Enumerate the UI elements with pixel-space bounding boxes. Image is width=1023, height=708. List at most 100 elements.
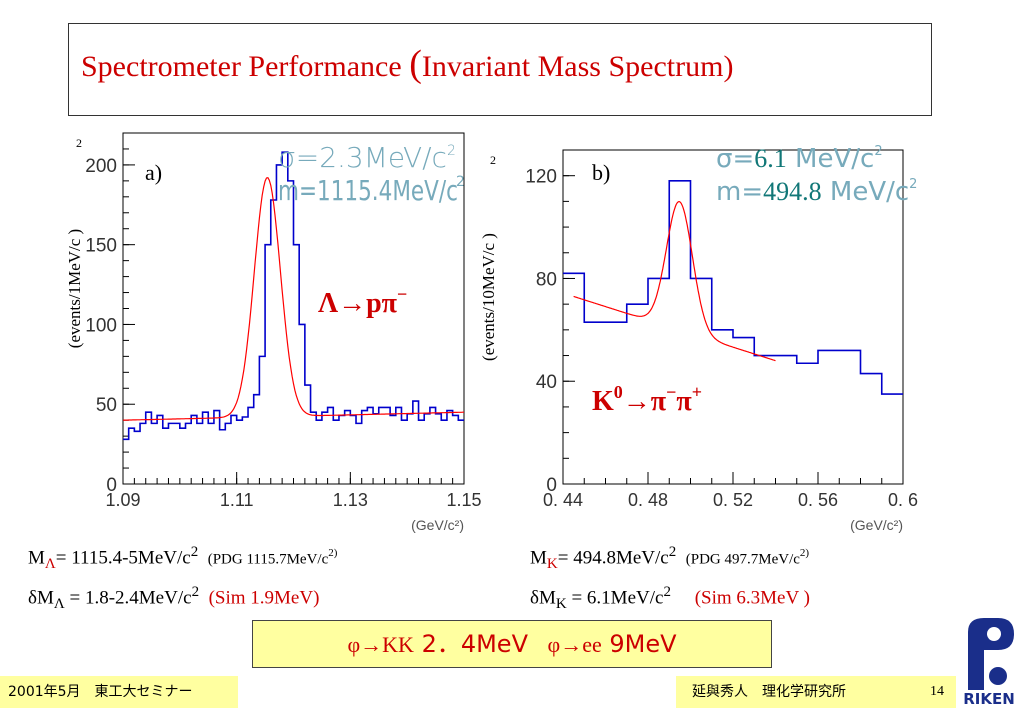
k-pdg-sup: 2) <box>799 547 810 559</box>
k-mass-prefix: M <box>530 547 547 569</box>
fit-curve <box>573 200 776 362</box>
sigma-value: 6.1 <box>754 144 787 173</box>
x-tick-label: 0. 48 <box>628 490 668 510</box>
y-tick-label: 150 <box>85 236 117 257</box>
phi-ee-value: 9MeV <box>601 630 677 658</box>
x-tick-label: 1.15 <box>446 490 481 510</box>
sigma-sup: 2 <box>874 144 882 159</box>
y-axis-label-sup: 2 <box>76 136 82 150</box>
mass-label: m=494.8 MeV/c2 <box>716 177 917 207</box>
lambda-mass-prefix: M <box>28 547 45 569</box>
reaction-pi-minus: − <box>666 382 676 402</box>
sigma-prefix: σ= <box>716 144 754 174</box>
lambda-pdg-sup: 2) <box>328 547 338 559</box>
sigma-label: σ=2.3MeV/c2 <box>278 141 456 174</box>
x-tick-label: 0. 52 <box>713 490 753 510</box>
reaction-k: K <box>592 386 614 417</box>
title-paren-open: ( <box>409 43 422 85</box>
y-axis-label-text: (events/1MeV/c ) <box>65 229 84 348</box>
reaction-arrow-pi: →π <box>623 386 667 417</box>
title-box: Spectrometer Performance (Invariant Mass… <box>68 23 932 116</box>
footer-author: 延與秀人 理化学研究所 14 <box>676 676 956 708</box>
y-axis-label-text: (events/10MeV/c ) <box>479 233 498 361</box>
y-axis-label: (events/1MeV/c ) <box>65 229 84 348</box>
chart-k0: 0. 44 0. 48 0. 52 0. 56 0. 6 0 40 80 120 b) (GeV/c… <box>479 144 918 533</box>
reaction-label: K0→π−π+ <box>592 382 702 417</box>
y-tick-label: 50 <box>96 395 117 416</box>
y-axis-label-sup: 2 <box>490 153 496 167</box>
logo-text: RIKEN <box>963 690 1015 708</box>
k-mass-sub: K <box>546 556 558 573</box>
k-dm-sub: K <box>555 596 567 613</box>
reaction-pi: π <box>676 386 692 417</box>
x-axis-label: (GeV/c²) <box>411 517 464 533</box>
reaction-pi-plus: + <box>692 382 702 402</box>
x-axis-label: (GeV/c²) <box>850 517 903 533</box>
x-tick-label: 0. 56 <box>798 490 838 510</box>
x-tick-label: 1.09 <box>105 490 140 510</box>
lambda-sim: (Sim 1.9MeV) <box>208 587 320 609</box>
reaction-text: Λ→pπ <box>318 288 398 319</box>
sigma-unit: MeV/c <box>787 144 875 174</box>
panel-label: b) <box>592 160 610 185</box>
mass-label: m=1115.4MeV/c <box>278 174 458 207</box>
histogram-line <box>123 151 464 441</box>
lambda-dm-sub: Λ <box>53 596 65 613</box>
page-number: 14 <box>930 684 944 699</box>
k-mass-sup: 2 <box>668 544 677 560</box>
phi-kk-value: 2．4MeV <box>413 630 528 658</box>
sigma-sup: 2 <box>447 143 456 159</box>
y-tick-label: 0 <box>546 475 557 496</box>
lambda-dm-sup: 2 <box>191 584 200 600</box>
x-tick-label: 1.13 <box>333 490 368 510</box>
fit-curve <box>122 177 464 421</box>
lambda-mass-sup: 2 <box>190 544 199 560</box>
reaction-k-sup: 0 <box>614 382 623 402</box>
lambda-resolution-stat: δMΛ = 1.8-2.4MeV/c2 (Sim 1.9MeV) <box>28 584 319 613</box>
panel-label: a) <box>145 160 162 185</box>
summary-box: φ→KK 2．4MeV φ→ee 9MeV <box>252 620 772 668</box>
lambda-mass-sub: Λ <box>44 556 56 573</box>
reaction-sup: − <box>397 284 407 304</box>
k-dm-sup: 2 <box>663 584 671 600</box>
k-mass-stat: MK= 494.8MeV/c2 (PDG 497.7MeV/c2) <box>530 544 809 573</box>
mass-prefix: m= <box>716 177 763 207</box>
x-tick-label: 0. 6 <box>888 490 918 510</box>
k-mass-value: = 494.8MeV/c <box>557 547 669 569</box>
y-tick-label: 80 <box>536 269 557 290</box>
y-tick-label: 40 <box>536 372 557 393</box>
y-axis-label: (events/10MeV/c ) <box>479 233 498 361</box>
y-tick-label: 100 <box>85 315 117 336</box>
lambda-dm-value: = 1.8-2.4MeV/c <box>64 587 192 609</box>
y-tick-label: 120 <box>525 167 557 188</box>
sigma-label: σ=6.1 MeV/c2 <box>716 144 883 174</box>
footer-author-text: 延與秀人 理化学研究所 <box>692 684 846 700</box>
chart-lambda: 1.09 1.11 1.13 1.15 0 50 100 150 200 a) (GeV/c²) (e… <box>65 132 482 533</box>
footer-date: 2001年5月 東工大セミナー <box>0 676 238 708</box>
riken-logo-icon: RIKEN <box>963 618 1015 708</box>
mass-text: m=1115.4MeV/c <box>278 174 458 207</box>
y-tick-label: 200 <box>85 156 117 177</box>
slide-title: Spectrometer Performance (Invariant Mass… <box>81 42 733 86</box>
sigma-text: σ=2.3MeV/c <box>278 141 447 174</box>
lambda-mass-value: = 1115.4-5MeV/c <box>55 547 191 569</box>
reaction-label: Λ→pπ− <box>318 284 407 319</box>
k-resolution-stat: δMK = 6.1MeV/c2 (Sim 6.3MeV ) <box>530 584 810 613</box>
k-dm-value: = 6.1MeV/c <box>566 587 664 609</box>
lambda-pdg: (PDG 1115.7MeV/c <box>207 551 329 568</box>
x-tick-label: 0. 44 <box>543 490 583 510</box>
x-tick-label: 1.11 <box>220 490 254 510</box>
y-tick-label: 0 <box>106 475 117 496</box>
lambda-dm-prefix: δM <box>28 587 54 609</box>
k-sim: (Sim 6.3MeV ) <box>694 587 810 609</box>
phi-ee-label: φ→ee <box>547 632 602 657</box>
lambda-mass-stat: MΛ= 1115.4-5MeV/c2 (PDG 1115.7MeV/c2) <box>28 544 337 573</box>
k-dm-prefix: δM <box>530 587 556 609</box>
title-paren-text: Invariant Mass Spectrum <box>421 50 724 83</box>
mass-sup: 2 <box>456 174 465 190</box>
histogram-line <box>563 180 903 395</box>
mass-sup: 2 <box>909 177 917 192</box>
title-main: Spectrometer Performance <box>81 50 410 83</box>
title-paren-close: ) <box>723 50 734 83</box>
